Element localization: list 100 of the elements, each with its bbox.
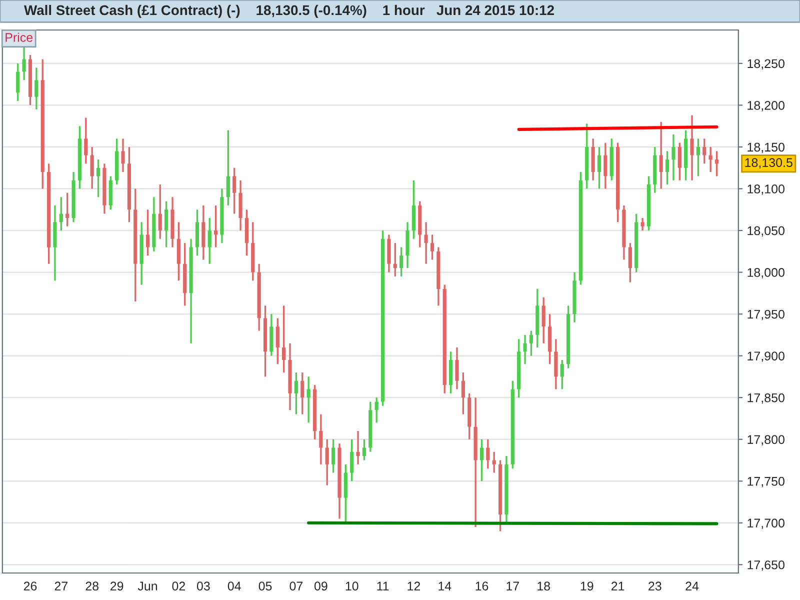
y-tick-label: 17,850 <box>748 393 784 404</box>
candlestick <box>436 246 440 307</box>
candlestick <box>510 380 514 470</box>
candlestick <box>134 188 138 302</box>
candlestick <box>90 146 94 190</box>
candlestick <box>468 392 472 440</box>
candlestick <box>610 138 614 182</box>
x-tick-label: 14 <box>438 582 452 590</box>
x-tick-label: 26 <box>24 582 37 591</box>
candlestick <box>189 238 193 344</box>
candlestick <box>244 208 249 256</box>
y-tick-label: 17,750 <box>748 476 784 488</box>
candlestick <box>46 162 51 265</box>
y-tick-label: 17,650 <box>748 560 784 571</box>
candlestick <box>536 288 540 348</box>
candlestick <box>628 242 632 284</box>
candlestick <box>195 208 200 256</box>
y-tick-label: 17,950 <box>748 310 784 320</box>
x-tick-label: 04 <box>228 582 241 591</box>
x-tick-label: 16 <box>476 582 488 591</box>
x-tick-label: 23 <box>648 582 662 591</box>
candlestick <box>542 296 546 344</box>
candlestick <box>40 58 44 190</box>
candlestick <box>634 212 638 274</box>
text: 18,130.5 <box>745 158 792 168</box>
candlestick <box>653 146 657 194</box>
x-tick-label: 12 <box>408 582 420 590</box>
candlestick <box>78 125 82 190</box>
candlestick <box>486 438 490 470</box>
candlestick <box>220 188 224 244</box>
candlestick <box>529 330 534 357</box>
candlestick <box>498 459 502 532</box>
candlestick <box>455 346 459 390</box>
candlestick <box>474 396 478 528</box>
candlestick <box>276 317 280 365</box>
y-tick-label: 17,900 <box>748 352 784 362</box>
candlestick <box>331 438 336 474</box>
candlestick <box>115 138 119 186</box>
x-tick-label: 28 <box>86 582 98 591</box>
candlestick <box>393 242 397 278</box>
candlestick <box>208 217 212 265</box>
candlestick <box>176 221 180 282</box>
candlestick <box>257 263 261 332</box>
candlestick <box>523 334 527 365</box>
candlestick <box>325 438 329 486</box>
candlestick <box>338 442 342 520</box>
x-tick-label: 09 <box>314 582 328 591</box>
candlestick <box>96 158 100 198</box>
candlestick <box>412 180 416 240</box>
candlestick <box>146 208 150 256</box>
candlestick <box>170 196 174 248</box>
candlestick <box>306 376 310 424</box>
candlestick <box>368 400 372 453</box>
candlestick <box>183 242 187 307</box>
y-tick-label: 18,250 <box>748 59 784 70</box>
candlestick <box>344 464 348 524</box>
x-tick-label: 11 <box>377 582 389 590</box>
candlestick <box>72 171 76 223</box>
candlestick <box>374 396 378 424</box>
candlestick <box>84 116 88 164</box>
candlestick <box>517 338 521 398</box>
candlestick <box>312 384 317 440</box>
x-tick-label: 24 <box>686 582 699 590</box>
candlestick <box>270 313 274 357</box>
candlestick <box>578 171 582 286</box>
candlestick <box>406 221 410 269</box>
x-tick-label: 10 <box>346 582 358 591</box>
candlestick <box>572 271 576 324</box>
y-tick-label: 18,150 <box>748 142 784 154</box>
y-tick-label: 18,100 <box>748 184 784 195</box>
x-tick-label: 29 <box>110 582 124 591</box>
candlestick <box>672 134 676 182</box>
x-tick-label: Jun <box>138 582 158 591</box>
candlestick <box>585 122 589 190</box>
candlestick <box>152 196 156 252</box>
candlestick <box>362 438 366 462</box>
y-tick-label: 17,700 <box>748 518 784 530</box>
candlestick <box>164 200 168 248</box>
candlestick <box>597 146 602 190</box>
x-tick-label: 17 <box>506 582 519 590</box>
candlestick <box>53 204 57 282</box>
candlestick <box>714 150 719 178</box>
candlestick <box>702 138 706 164</box>
candlestick <box>288 342 292 411</box>
candlestick <box>238 180 242 232</box>
candlestick <box>424 221 428 265</box>
candlestick <box>418 200 422 248</box>
candlestick <box>140 221 144 286</box>
candlestick <box>461 372 465 416</box>
candlestick <box>548 313 552 365</box>
candlestick <box>202 204 206 261</box>
candlestick <box>504 455 508 524</box>
candlestick <box>387 234 391 274</box>
candlestick <box>263 304 268 378</box>
candlestick <box>616 142 620 223</box>
candlestick <box>127 146 131 223</box>
candlestick <box>380 230 385 407</box>
candlestick <box>554 338 558 390</box>
x-tick-label: 03 <box>196 582 210 591</box>
candlestick <box>684 129 688 182</box>
